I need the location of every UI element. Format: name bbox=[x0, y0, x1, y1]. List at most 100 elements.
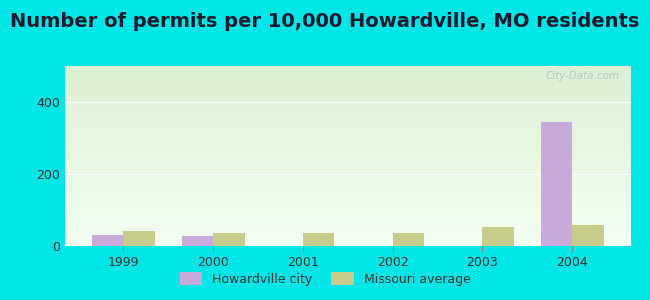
Bar bbox=[65, 100, 630, 101]
Bar bbox=[65, 89, 630, 90]
Bar bbox=[65, 238, 630, 239]
Bar bbox=[65, 156, 630, 157]
Bar bbox=[65, 97, 630, 98]
Bar bbox=[65, 220, 630, 221]
Bar bbox=[65, 137, 630, 138]
Bar bbox=[65, 225, 630, 226]
Bar bbox=[65, 118, 630, 119]
Bar bbox=[65, 198, 630, 199]
Bar bbox=[393, 233, 424, 246]
Bar bbox=[65, 210, 630, 211]
Bar bbox=[65, 188, 630, 189]
Bar bbox=[65, 95, 630, 96]
Bar bbox=[65, 163, 630, 164]
Bar bbox=[65, 84, 630, 85]
Bar bbox=[65, 186, 630, 187]
Bar bbox=[65, 78, 630, 79]
Bar bbox=[65, 160, 630, 161]
Bar bbox=[65, 67, 630, 68]
Bar bbox=[65, 121, 630, 122]
Bar bbox=[65, 237, 630, 238]
Bar bbox=[65, 176, 630, 177]
Bar bbox=[65, 125, 630, 126]
Bar bbox=[65, 155, 630, 156]
Bar bbox=[65, 213, 630, 214]
Bar bbox=[65, 107, 630, 108]
Bar bbox=[65, 148, 630, 149]
Bar bbox=[65, 136, 630, 137]
Bar bbox=[65, 71, 630, 72]
Bar bbox=[65, 154, 630, 155]
Bar bbox=[65, 81, 630, 82]
Bar bbox=[92, 235, 124, 246]
Bar bbox=[65, 177, 630, 178]
Bar bbox=[65, 76, 630, 77]
Bar bbox=[65, 96, 630, 97]
Bar bbox=[65, 216, 630, 217]
Bar bbox=[65, 116, 630, 117]
Bar bbox=[65, 171, 630, 172]
Bar bbox=[65, 184, 630, 185]
Bar bbox=[65, 146, 630, 147]
Bar bbox=[65, 200, 630, 201]
Bar bbox=[65, 114, 630, 115]
Bar bbox=[65, 88, 630, 89]
Bar bbox=[65, 77, 630, 78]
Bar bbox=[65, 191, 630, 192]
Bar bbox=[65, 231, 630, 232]
Bar bbox=[65, 152, 630, 153]
Bar bbox=[65, 229, 630, 230]
Bar bbox=[65, 79, 630, 80]
Bar bbox=[65, 132, 630, 133]
Bar bbox=[65, 109, 630, 110]
Bar bbox=[303, 233, 334, 246]
Bar bbox=[65, 130, 630, 131]
Bar bbox=[65, 111, 630, 112]
Bar bbox=[65, 141, 630, 142]
Bar bbox=[65, 87, 630, 88]
Bar bbox=[65, 174, 630, 175]
Bar bbox=[65, 74, 630, 75]
Bar bbox=[65, 232, 630, 233]
Bar bbox=[65, 145, 630, 146]
Text: Number of permits per 10,000 Howardville, MO residents: Number of permits per 10,000 Howardville… bbox=[10, 12, 640, 31]
Bar bbox=[65, 193, 630, 194]
Bar bbox=[65, 224, 630, 225]
Bar bbox=[65, 123, 630, 124]
Bar bbox=[482, 227, 514, 246]
Bar bbox=[65, 112, 630, 113]
Bar bbox=[65, 144, 630, 145]
Bar bbox=[65, 139, 630, 140]
Bar bbox=[65, 196, 630, 197]
Bar bbox=[65, 158, 630, 159]
Bar bbox=[65, 135, 630, 136]
Bar bbox=[65, 197, 630, 198]
Bar bbox=[65, 80, 630, 81]
Legend: Howardville city, Missouri average: Howardville city, Missouri average bbox=[175, 267, 475, 291]
Bar bbox=[65, 183, 630, 184]
Bar bbox=[65, 189, 630, 190]
Bar bbox=[65, 72, 630, 73]
Bar bbox=[65, 217, 630, 218]
Bar bbox=[65, 108, 630, 109]
Bar bbox=[65, 233, 630, 234]
Bar bbox=[65, 164, 630, 165]
Bar bbox=[65, 170, 630, 171]
Bar bbox=[65, 161, 630, 162]
Bar bbox=[65, 228, 630, 229]
Bar bbox=[65, 101, 630, 102]
Bar bbox=[65, 147, 630, 148]
Bar bbox=[124, 231, 155, 246]
Bar bbox=[65, 190, 630, 191]
Bar bbox=[65, 162, 630, 163]
Bar bbox=[65, 143, 630, 144]
Bar bbox=[65, 165, 630, 166]
Bar bbox=[65, 182, 630, 183]
Bar bbox=[65, 120, 630, 121]
Bar bbox=[65, 195, 630, 196]
Bar bbox=[65, 212, 630, 213]
Bar bbox=[65, 215, 630, 216]
Bar bbox=[65, 206, 630, 207]
Bar bbox=[65, 73, 630, 74]
Bar bbox=[65, 208, 630, 209]
